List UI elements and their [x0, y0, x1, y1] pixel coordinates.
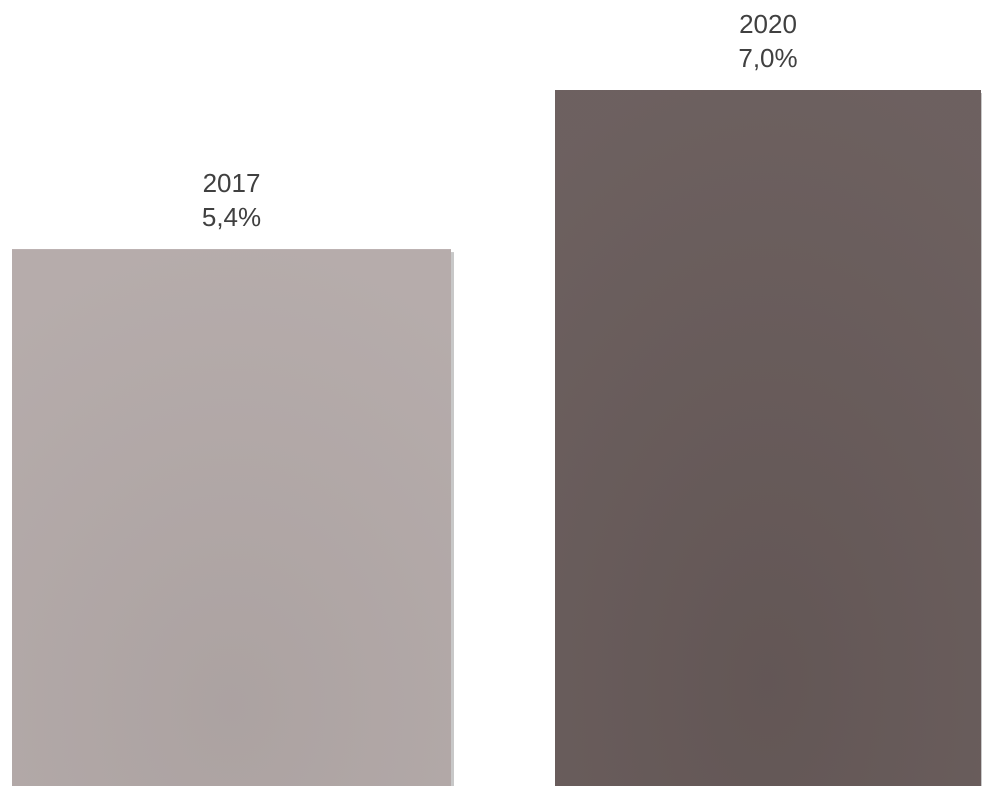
bars-layer [12, 90, 982, 786]
category-label-2020: 2020 [739, 9, 797, 39]
bar-sheen-2017 [12, 249, 451, 786]
value-label-2017: 5,4% [202, 202, 261, 232]
value-label-2020: 7,0% [738, 43, 797, 73]
bar-sheen-2020 [555, 90, 981, 786]
labels-layer: 2017 5,4% 2020 7,0% [202, 9, 798, 232]
category-label-2017: 2017 [203, 168, 261, 198]
